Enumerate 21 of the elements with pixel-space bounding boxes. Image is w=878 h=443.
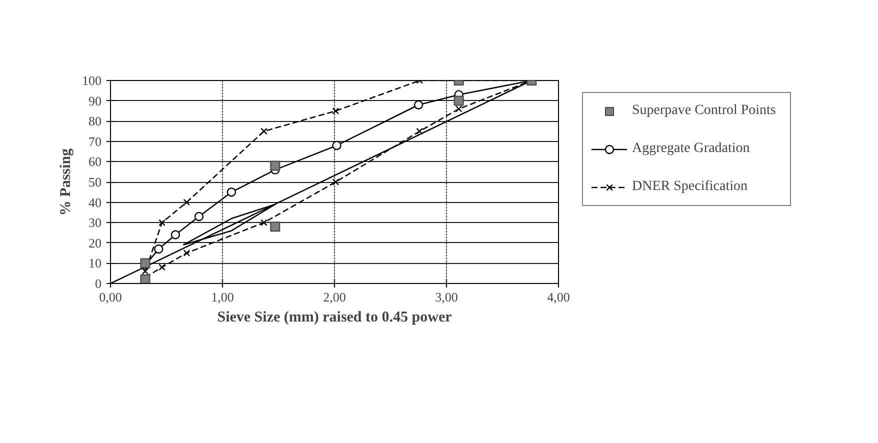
y-tick-label: 100: [82, 73, 102, 88]
y-tick-label: 90: [88, 93, 102, 108]
y-tick-label: 20: [88, 235, 102, 250]
legend-label: DNER Specification: [632, 179, 748, 195]
y-tick-label: 10: [88, 256, 102, 271]
y-tick-label: 0: [95, 276, 102, 291]
x-tick-label: 2,00: [323, 290, 346, 304]
x-tick-label: 3,00: [435, 290, 458, 304]
y-axis-title: % Passing: [58, 148, 74, 216]
legend-label: Aggregate Gradation: [632, 141, 751, 157]
x-axis-title: Sieve Size (mm) raised to 0.45 power: [217, 310, 452, 326]
x-tick-label: 0,00: [99, 290, 122, 304]
y-tick-label: 70: [88, 134, 102, 149]
y-tick-label: 40: [88, 194, 102, 210]
y-tick-label: 80: [88, 114, 102, 129]
y-tick-label: 30: [88, 215, 102, 230]
y-tick-label: 50: [88, 174, 102, 190]
y-tick-label: 60: [88, 154, 102, 170]
x-tick-label: 1,00: [211, 290, 234, 304]
x-tick-label: 4,00: [547, 290, 570, 304]
legend-label: Superpave Control Points: [632, 103, 777, 119]
